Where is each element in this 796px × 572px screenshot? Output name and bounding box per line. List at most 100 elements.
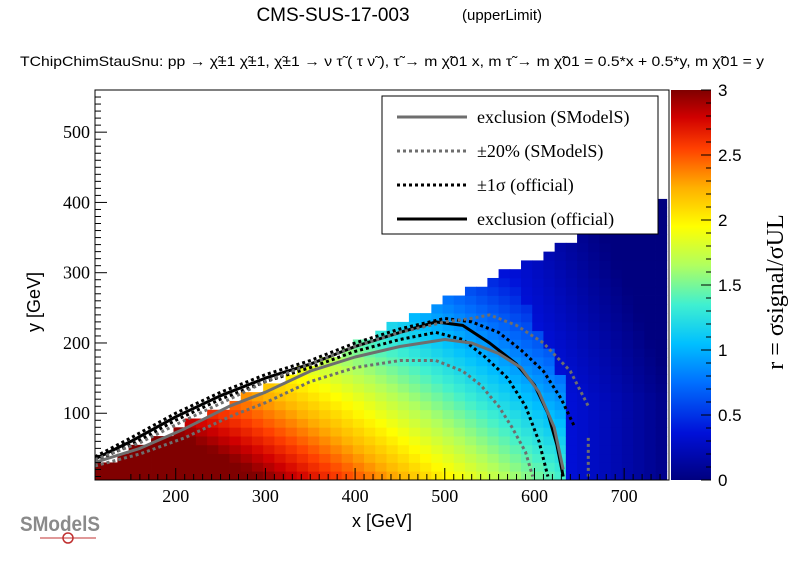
heatmap-cell: [263, 471, 275, 480]
heatmap-cell: [543, 365, 556, 375]
heatmap-cell: [565, 313, 578, 323]
heatmap-cell: [509, 330, 522, 340]
heatmap-cell: [375, 339, 387, 349]
heatmap-cell: [599, 427, 612, 437]
heatmap-cell: [554, 286, 567, 296]
heatmap-cell: [341, 374, 354, 384]
colorbar-tick-label: 0: [718, 471, 727, 490]
heatmap-cell: [621, 444, 634, 455]
heatmap-cell: [229, 453, 242, 463]
heatmap-cell: [644, 277, 656, 288]
heatmap-cell: [633, 400, 645, 411]
heatmap-cell: [442, 321, 455, 332]
heatmap-cell: [476, 462, 488, 472]
heatmap-cell: [375, 409, 387, 419]
heatmap-cell: [521, 436, 533, 446]
heatmap-cell: [106, 471, 118, 480]
heatmap-cell: [330, 383, 343, 393]
heatmap-cell: [375, 348, 387, 358]
heatmap-cell: [184, 418, 197, 428]
heatmap-cell: [408, 453, 421, 463]
heatmap-cell: [599, 339, 612, 349]
heatmap-cell: [330, 471, 343, 480]
heatmap-cell: [397, 418, 410, 428]
heatmap-cell: [577, 427, 589, 437]
heatmap-cell: [554, 471, 567, 480]
heatmap-cell: [532, 277, 544, 288]
heatmap-cell: [633, 304, 645, 314]
heatmap-cell: [577, 383, 589, 393]
heatmap-cell: [319, 418, 331, 428]
heatmap-cell: [487, 357, 499, 367]
heatmap-cell: [487, 295, 499, 305]
heatmap-cell: [521, 277, 533, 288]
heatmap-cell: [543, 269, 556, 279]
heatmap-cell: [207, 444, 219, 455]
heatmap-cell: [509, 444, 522, 455]
heatmap-cell: [599, 313, 612, 323]
heatmap-cell: [375, 427, 387, 437]
heatmap-cell: [633, 444, 645, 455]
heatmap-cell: [498, 269, 511, 279]
heatmap-cell: [599, 444, 612, 455]
heatmap-cell: [644, 418, 656, 428]
heatmap-cell: [509, 383, 522, 393]
heatmap-cell: [263, 436, 275, 446]
heatmap-cell: [655, 444, 668, 455]
heatmap-cell: [644, 436, 656, 446]
heatmap-cell: [498, 383, 511, 393]
y-tick-label: 300: [63, 263, 90, 283]
heatmap-cell: [263, 418, 275, 428]
colorbar-tick-label: 3: [718, 81, 727, 100]
heatmap-cell: [397, 436, 410, 446]
heatmap-cell: [285, 400, 298, 411]
heatmap-cell: [364, 339, 376, 349]
heatmap-cell: [218, 427, 230, 437]
heatmap-cell: [498, 392, 511, 402]
heatmap-cell: [139, 462, 152, 472]
heatmap-cell: [577, 348, 589, 358]
heatmap-cell: [521, 471, 533, 480]
heatmap-cell: [655, 321, 668, 332]
heatmap-cell: [296, 427, 309, 437]
heatmap-cell: [621, 400, 634, 411]
heatmap-cell: [565, 400, 578, 411]
exclusion-curves: [95, 313, 590, 477]
heatmap-cell: [532, 427, 544, 437]
heatmap-cell: [621, 251, 634, 261]
heatmap-cell: [375, 392, 387, 402]
heatmap-cell: [577, 462, 589, 472]
heatmap-cell: [397, 374, 410, 384]
heatmap-cell: [577, 409, 589, 419]
heatmap-cell: [644, 357, 656, 367]
heatmap-cell: [644, 339, 656, 349]
heatmap-cell: [521, 321, 533, 332]
heatmap-cell: [352, 427, 365, 437]
heatmap-cell: [610, 392, 623, 402]
heatmap-cell: [599, 357, 612, 367]
heatmap-cell: [644, 427, 656, 437]
heatmap-cell: [352, 409, 365, 419]
heatmap-cell: [218, 418, 230, 428]
heatmap-cell: [364, 462, 376, 472]
heatmap-cell: [386, 365, 399, 375]
heatmap-cell: [554, 436, 567, 446]
heatmap-cell: [621, 269, 634, 279]
heatmap-cell: [408, 365, 421, 375]
heatmap-cell: [565, 383, 578, 393]
chart-subtitle: TChipChimStauSnu: pp → χ̃±1 χ̃±1, χ̃±1 →…: [20, 53, 764, 69]
heatmap-cell: [588, 392, 600, 402]
heatmap-cell: [408, 321, 421, 332]
heatmap-cell: [431, 304, 443, 314]
heatmap-cell: [330, 374, 343, 384]
heatmap-cell: [274, 444, 286, 455]
heatmap-cell: [218, 409, 230, 419]
heatmap-cell: [599, 400, 612, 411]
heatmap-cell: [588, 260, 600, 270]
heatmap-cell: [588, 427, 600, 437]
heatmap-cell: [397, 409, 410, 419]
heatmap-cell: [565, 462, 578, 472]
heatmap-cell: [521, 444, 533, 455]
heatmap-cell: [621, 392, 634, 402]
heatmap-cell: [554, 304, 567, 314]
